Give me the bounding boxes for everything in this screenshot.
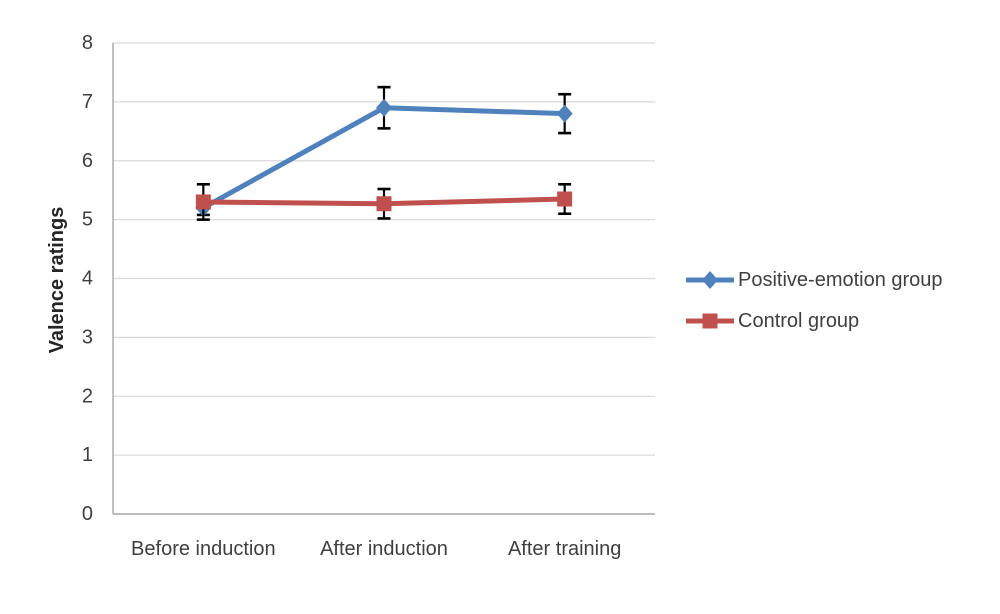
data-point-marker-square: [376, 196, 392, 212]
legend-label: Control group: [738, 310, 859, 332]
y-tick-label: 5: [82, 209, 93, 231]
data-series-layer: [195, 85, 573, 221]
legend-item: Control group: [686, 310, 859, 332]
legend-label: Positive-emotion group: [738, 269, 943, 291]
x-axis-category-labels: Before induction After induction After tra…: [131, 538, 621, 560]
data-point-marker-square: [557, 191, 573, 207]
series-square: [195, 183, 573, 221]
data-point-marker-square: [702, 313, 718, 329]
legend-item: Positive-emotion group: [686, 269, 943, 291]
legend: Positive-emotion group Control group: [686, 269, 943, 332]
y-tick-label: 8: [82, 32, 93, 54]
category-label: Before induction: [131, 538, 276, 560]
y-tick-label: 4: [82, 268, 93, 290]
y-axis-title: Valence ratings: [46, 207, 68, 354]
data-point-marker-diamond: [702, 271, 718, 289]
y-tick-label: 6: [82, 150, 93, 172]
data-point-marker-diamond: [376, 98, 392, 117]
category-label: After training: [508, 538, 621, 560]
y-tick-label: 3: [82, 326, 93, 348]
y-axis-tick-labels: 0 1 2 3 4 5 6 7 8: [82, 32, 93, 525]
data-point-marker-diamond: [556, 104, 573, 123]
axes: [112, 43, 655, 515]
y-tick-label: 7: [82, 91, 93, 113]
y-tick-label: 0: [82, 503, 93, 525]
y-tick-label: 2: [82, 385, 93, 407]
y-tick-label: 1: [82, 444, 93, 466]
data-point-marker-square: [195, 194, 211, 210]
category-label: After induction: [320, 538, 448, 560]
